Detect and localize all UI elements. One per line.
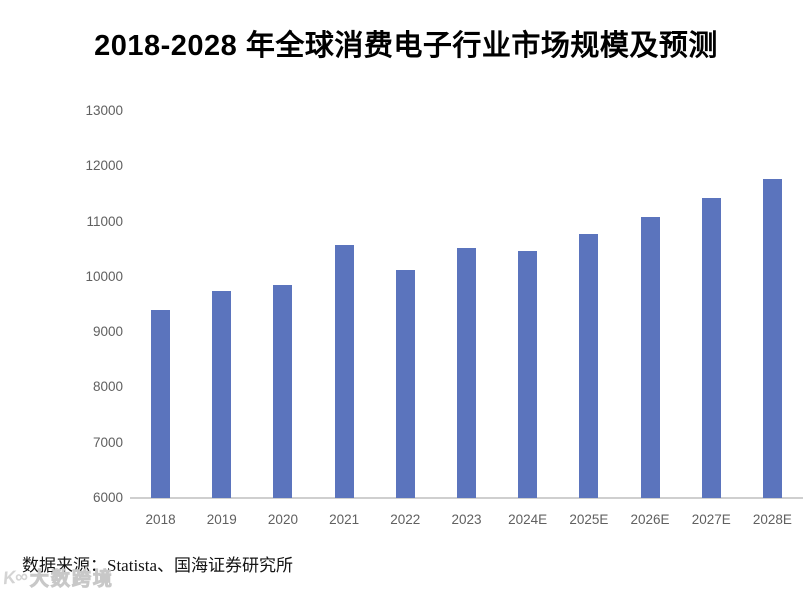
x-axis-line <box>130 497 803 499</box>
y-tick-label-12000: 12000 <box>85 158 123 174</box>
x-tick-label-2025E: 2025E <box>569 512 609 527</box>
watermark-text: 大数跨境 <box>29 569 114 591</box>
bar-2021 <box>334 244 354 498</box>
y-tick-label-6000: 6000 <box>92 490 123 505</box>
x-tick-label-2019: 2019 <box>206 512 237 527</box>
bar-2028E <box>762 179 782 498</box>
bar-2020 <box>273 285 293 498</box>
y-tick-label-13000: 13000 <box>85 103 123 118</box>
x-tick-label-2020: 2020 <box>267 512 298 527</box>
x-tick-label-2028E: 2028E <box>752 512 792 527</box>
x-tick-label-2026E: 2026E <box>630 512 670 527</box>
watermark-logo-icon: K∞ <box>1 565 28 589</box>
y-tick-label-11000: 11000 <box>86 213 123 229</box>
y-tick-label-10000: 10000 <box>85 268 123 284</box>
bar-2022 <box>395 270 415 498</box>
bar-2026E <box>640 217 660 498</box>
x-tick-label-2022: 2022 <box>390 512 421 527</box>
bar-2024E <box>518 250 538 498</box>
source-note: 数据来源：Statista、国海证券研究所 <box>22 556 294 575</box>
y-tick-label-9000: 9000 <box>92 324 123 340</box>
bar-2027E <box>701 197 721 498</box>
bar-2018 <box>151 310 171 498</box>
watermark: K∞ 大数跨境 <box>1 564 114 591</box>
y-tick-label-8000: 8000 <box>92 379 123 395</box>
x-tick-label-2018: 2018 <box>145 512 176 527</box>
bar-2025E <box>579 233 599 498</box>
x-tick-label-2027E: 2027E <box>691 512 731 527</box>
y-tick-label-7000: 7000 <box>92 434 123 450</box>
chart-title: 2018-2028 年全球消费电子行业市场规模及预测 <box>94 30 718 62</box>
bar-2019 <box>212 290 232 498</box>
x-tick-label-2024E: 2024E <box>508 512 548 527</box>
bar-2023 <box>457 247 476 498</box>
x-tick-label-2023: 2023 <box>451 512 482 527</box>
x-tick-label-2021: 2021 <box>329 512 360 527</box>
